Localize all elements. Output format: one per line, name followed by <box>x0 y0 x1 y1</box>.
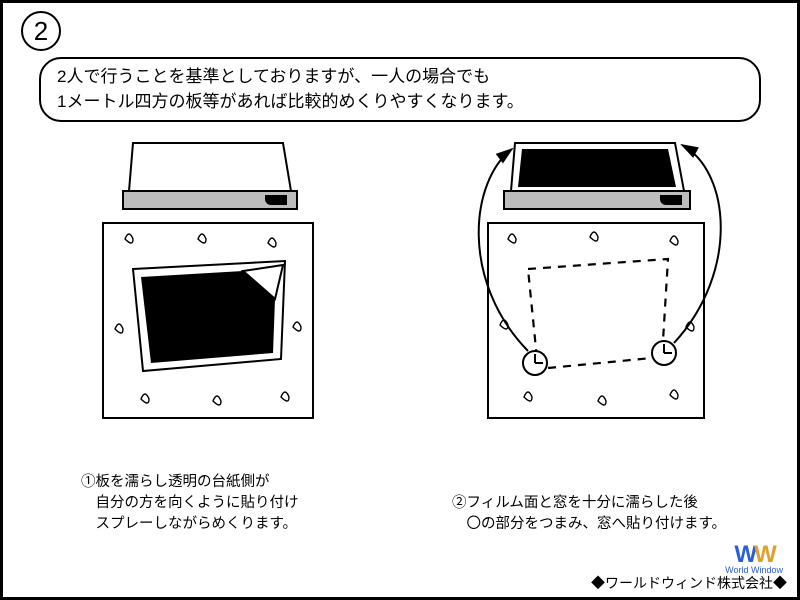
tip-text: 2人で行うことを基準としておりますが、一人の場合でも 1メートル四方の板等があれ… <box>57 67 524 111</box>
left-illustration <box>3 131 403 491</box>
panel-right: ②フィルム面と窓を十分に濡らした後 〇の部分をつまみ、窓へ貼り付けます。 <box>400 131 797 541</box>
panel-left: ①板を濡らし透明の台紙側が 自分の方を向くように貼り付け スプレーしながらめくり… <box>3 131 400 541</box>
tip-callout: 2人で行うことを基準としておりますが、一人の場合でも 1メートル四方の板等があれ… <box>39 57 761 122</box>
panels-row: ①板を濡らし透明の台紙側が 自分の方を向くように貼り付け スプレーしながらめくり… <box>3 131 797 541</box>
left-caption: ①板を濡らし透明の台紙側が 自分の方を向くように貼り付け スプレーしながらめくり… <box>81 472 299 535</box>
film-with-liner-icon <box>133 261 285 371</box>
board-icon <box>488 223 704 418</box>
car-window-icon <box>123 143 297 209</box>
brand-logo: WW World Window <box>725 541 783 575</box>
right-caption: ②フィルム面と窓を十分に濡らした後 〇の部分をつまみ、窓へ貼り付けます。 <box>452 493 726 535</box>
right-illustration <box>400 131 800 491</box>
car-window-filmed-icon <box>504 143 690 209</box>
footer-company: ◆ワールドウィンド株式会社◆ <box>591 573 787 593</box>
step-number-badge: 2 <box>21 11 61 51</box>
step-number-text: 2 <box>34 16 48 47</box>
